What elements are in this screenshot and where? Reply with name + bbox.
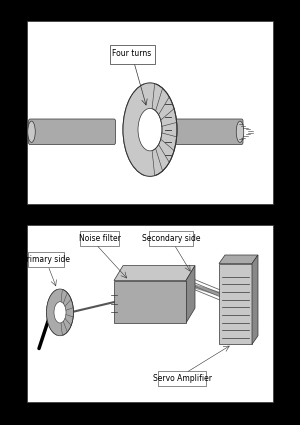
FancyBboxPatch shape <box>110 45 154 64</box>
Text: Servo Amplifier: Servo Amplifier <box>153 374 211 383</box>
FancyBboxPatch shape <box>28 252 64 267</box>
Ellipse shape <box>46 289 74 336</box>
Ellipse shape <box>28 121 35 142</box>
FancyBboxPatch shape <box>80 231 119 246</box>
Ellipse shape <box>123 83 177 176</box>
FancyBboxPatch shape <box>27 225 273 402</box>
Ellipse shape <box>236 121 244 142</box>
Polygon shape <box>114 280 186 323</box>
Text: Four turns: Four turns <box>112 49 152 59</box>
FancyBboxPatch shape <box>165 119 243 144</box>
Text: Primary side: Primary side <box>22 255 70 264</box>
Polygon shape <box>252 255 258 344</box>
Polygon shape <box>114 266 195 280</box>
FancyBboxPatch shape <box>158 371 206 386</box>
Ellipse shape <box>138 108 162 151</box>
Polygon shape <box>186 266 195 323</box>
Text: Noise filter: Noise filter <box>79 234 121 243</box>
Polygon shape <box>219 255 258 264</box>
FancyBboxPatch shape <box>219 264 252 344</box>
Ellipse shape <box>54 302 66 323</box>
FancyBboxPatch shape <box>28 119 116 144</box>
FancyBboxPatch shape <box>27 21 273 204</box>
Text: Secondary side: Secondary side <box>142 234 200 243</box>
FancyBboxPatch shape <box>149 231 193 246</box>
